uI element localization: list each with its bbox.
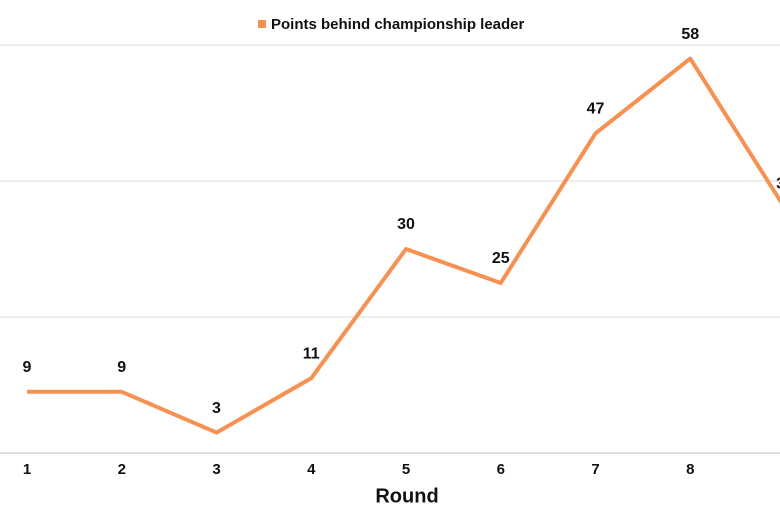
x-tick-label: 1 (23, 461, 31, 478)
x-tick-label: 2 (118, 461, 126, 478)
line-series (27, 56, 780, 435)
data-label: 30 (397, 216, 415, 233)
x-tick-label: 5 (402, 461, 410, 478)
data-label: 25 (492, 250, 510, 267)
data-label: 11 (303, 345, 320, 362)
x-axis-title: Round (375, 485, 438, 507)
data-label: 47 (587, 101, 605, 118)
legend-swatch (258, 20, 266, 28)
data-label: 9 (23, 359, 32, 376)
x-tick-label: 4 (307, 461, 316, 478)
x-tick-label: 6 (497, 461, 505, 478)
x-tick-label: 3 (212, 461, 220, 478)
x-tick-label: 7 (591, 461, 599, 478)
data-label: 58 (681, 26, 699, 43)
data-label: 9 (117, 359, 126, 376)
data-label: 36 (776, 175, 780, 192)
legend-label: Points behind championship leader (271, 16, 525, 33)
x-tick-label: 8 (686, 461, 694, 478)
data-label: 3 (212, 400, 221, 417)
